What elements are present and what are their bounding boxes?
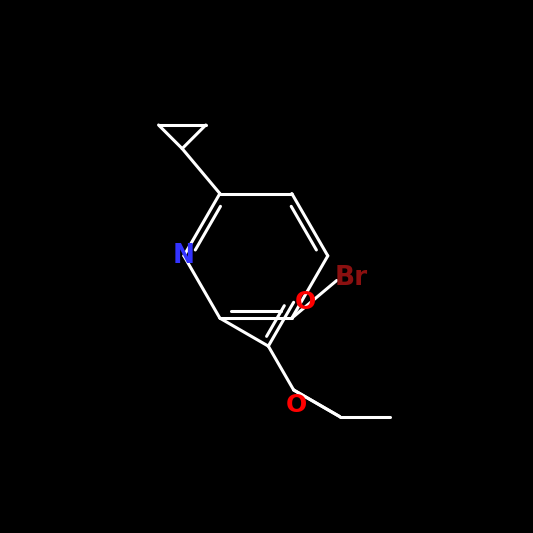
Text: O: O [295, 290, 316, 314]
Text: N: N [173, 243, 195, 269]
Text: O: O [286, 393, 307, 417]
Text: Br: Br [335, 265, 368, 291]
